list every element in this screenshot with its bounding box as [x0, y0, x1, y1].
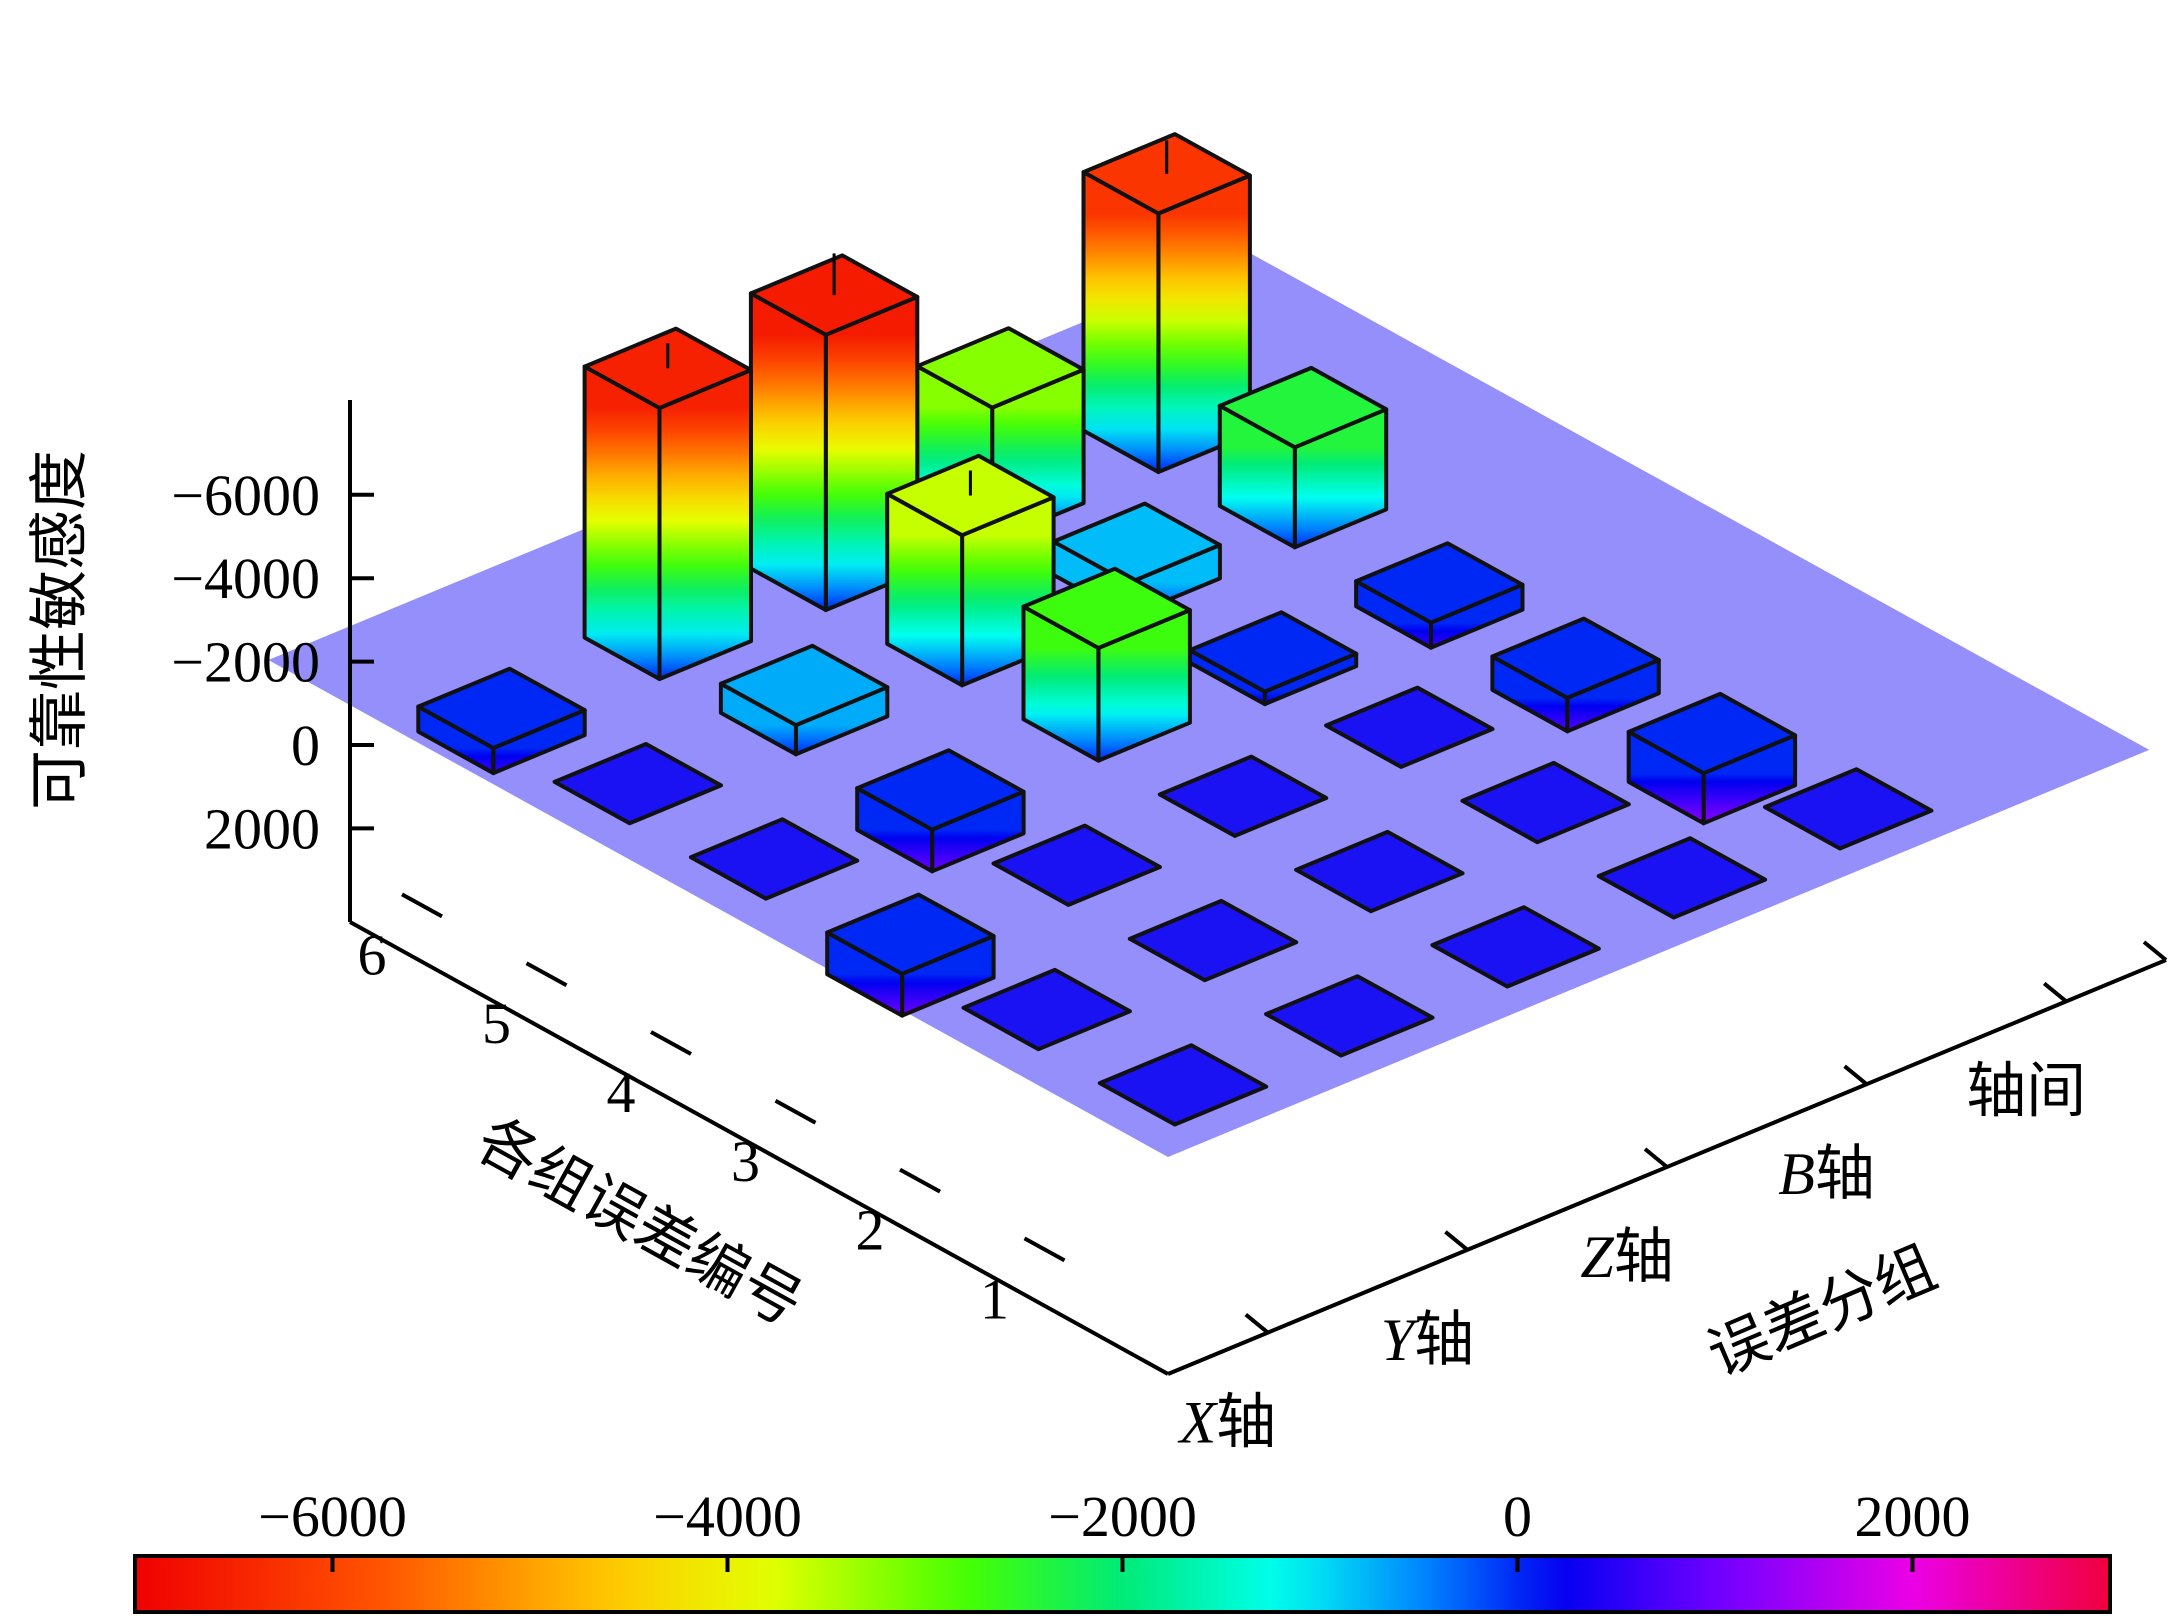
group-tick-label: 1 — [980, 1266, 1009, 1331]
group-tick-label: 4 — [607, 1060, 636, 1125]
category-axis-title: 误差分组 — [1698, 1232, 1946, 1390]
group-tick-mark — [899, 1167, 941, 1194]
bar-flat-top — [688, 817, 860, 901]
group-tick-label: 6 — [358, 922, 387, 987]
bar — [1217, 365, 1389, 550]
z-tick-label: 0 — [291, 713, 320, 778]
bar-flat-top — [1157, 754, 1329, 838]
bar-flat-top — [1097, 1043, 1269, 1127]
bar-top-face — [1021, 566, 1192, 650]
bar-front-face — [748, 291, 828, 612]
bar-flat-top — [1294, 829, 1465, 914]
z-tick-label: 2000 — [204, 796, 320, 861]
bar — [1763, 767, 1934, 851]
group-tick-label: 5 — [482, 991, 511, 1056]
bar — [748, 253, 920, 612]
bar-flat-top — [1127, 898, 1299, 983]
bar-top-face — [1051, 501, 1222, 585]
group-axis-line — [349, 920, 1169, 1376]
colorbar-tick-label: −4000 — [653, 1484, 802, 1549]
bar-top-face — [825, 892, 996, 976]
bar-front-face — [1081, 170, 1161, 474]
bar — [1157, 754, 1329, 838]
category-tick-mark — [1643, 1147, 1669, 1169]
bars — [416, 132, 1934, 1127]
bar-flat-top — [1264, 974, 1435, 1058]
z-tick-label: −6000 — [171, 463, 320, 528]
bar — [825, 892, 996, 1018]
category-tick-label: B轴 — [1778, 1139, 1875, 1209]
bar — [885, 453, 1056, 688]
bar — [1127, 898, 1299, 983]
colorbar-tick-label: 0 — [1503, 1484, 1532, 1549]
bar-flat-top — [1460, 760, 1631, 845]
colorbar-tick-label: −2000 — [1048, 1484, 1197, 1549]
bar — [1294, 829, 1465, 914]
bar — [552, 742, 723, 826]
bar — [688, 817, 860, 901]
bar — [1187, 610, 1359, 707]
group-tick-label: 3 — [731, 1129, 760, 1194]
bar-front-face — [582, 364, 662, 681]
bar-flat-top — [552, 742, 723, 826]
bar — [1264, 974, 1435, 1058]
category-tick-label: X轴 — [1177, 1388, 1276, 1458]
colorbar-tick-label: −6000 — [258, 1484, 407, 1549]
group-tick-mark — [774, 1099, 817, 1125]
group-tick-label: 2 — [856, 1198, 885, 1263]
bar — [1460, 760, 1631, 845]
group-axis-title: 各组误差编号 — [465, 1105, 814, 1341]
bar — [1021, 566, 1192, 763]
bar-top-face — [1490, 616, 1661, 700]
bar — [1324, 685, 1495, 769]
bar — [1097, 1043, 1269, 1127]
bar-top-face — [1354, 541, 1525, 625]
group-tick-mark — [650, 1030, 692, 1056]
bar — [416, 666, 587, 776]
bar — [961, 967, 1132, 1052]
group-tick-mark — [525, 961, 568, 987]
bar-top-face — [1217, 365, 1389, 450]
bar — [1354, 541, 1525, 650]
bar — [1081, 132, 1252, 474]
category-tick-mark — [1444, 1230, 1469, 1252]
bar-flat-top — [1596, 836, 1768, 920]
bar-top-face — [416, 666, 587, 750]
bar — [1430, 905, 1601, 989]
bar — [1596, 836, 1768, 920]
bar-flat-top — [1430, 905, 1601, 989]
bar — [855, 748, 1026, 874]
category-tick-mark — [1843, 1064, 1868, 1086]
z-axis-title: 可靠性敏感度 — [25, 450, 95, 810]
bar-top-face — [855, 748, 1026, 832]
category-tick-mark — [2042, 981, 2068, 1003]
colorbar-tick-label: 2000 — [1855, 1484, 1971, 1549]
bar-top-face — [1626, 691, 1798, 776]
bar — [1626, 691, 1798, 826]
z-tick-label: −2000 — [171, 630, 320, 695]
category-tick-label: Y轴 — [1381, 1305, 1474, 1375]
bar-top-face — [915, 326, 1086, 410]
category-tick-mark — [1244, 1313, 1270, 1335]
bar-top-face — [1187, 610, 1359, 694]
z-tick-label: −4000 — [171, 546, 320, 611]
category-tick-label: 轴间 — [1966, 1056, 2086, 1126]
bar-flat-top — [991, 823, 1162, 907]
bar-flat-top — [1763, 767, 1934, 851]
bar — [991, 823, 1162, 907]
bar-flat-top — [961, 967, 1132, 1052]
bar-side-face — [657, 368, 753, 681]
group-tick-mark — [401, 892, 443, 919]
category-tick-label: Z轴 — [1580, 1222, 1673, 1292]
bar — [582, 326, 753, 681]
colorbar: −6000 −4000 −2000 0 2000 — [133, 1484, 2112, 1614]
bar — [718, 643, 890, 757]
axis-ticks: −6000 −4000 −2000 0 2000 1 2 3 4 5 6 X轴 Y轴 Z轴 B轴 轴间 — [171, 463, 2168, 1458]
bar-top-face — [718, 643, 890, 728]
bar — [1490, 616, 1661, 734]
category-tick-mark — [2142, 940, 2168, 962]
group-tick-mark — [1023, 1236, 1066, 1263]
bar-flat-top — [1324, 685, 1495, 769]
